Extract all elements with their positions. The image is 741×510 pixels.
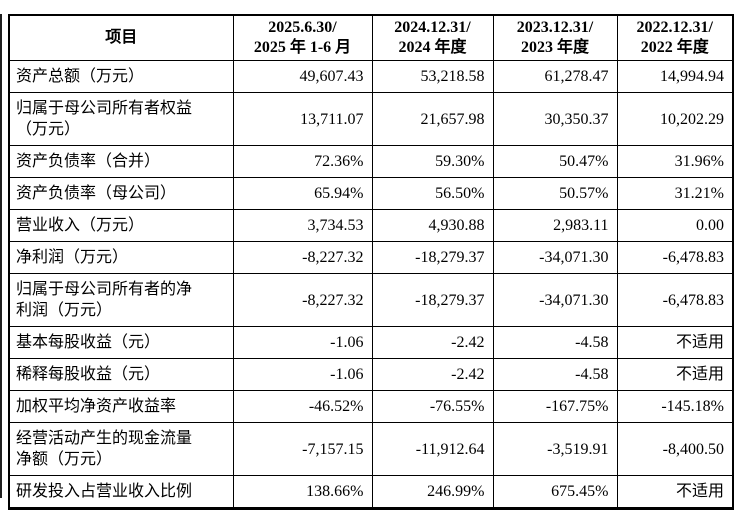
header-cell-2024: 2024.12.31/ 2024 年度	[371, 14, 494, 61]
cell-value: -4.58	[492, 358, 618, 391]
table-header-row: 项目 2025.6.30/ 2025 年 1-6 月 2024.12.31/ 2…	[8, 14, 734, 61]
cell-value: -145.18%	[616, 390, 734, 423]
cell-value: 56.50%	[371, 177, 494, 210]
cell-value: -3,519.91	[492, 422, 618, 476]
row-label: 加权平均净资产收益率	[8, 390, 234, 423]
cell-value: -34,071.30	[492, 241, 618, 274]
cell-value: -1.06	[232, 358, 373, 391]
row-label: 净利润（万元）	[8, 241, 234, 274]
cell-value: -8,227.32	[232, 273, 373, 327]
table-row-revenue: 营业收入（万元） 3,734.53 4,930.88 2,983.11 0.00	[8, 209, 734, 242]
table-row-rd-ratio: 研发投入占营业收入比例 138.66% 246.99% 675.45% 不适用	[8, 475, 734, 509]
cell-value: -46.52%	[232, 390, 373, 423]
cell-value: -8,227.32	[232, 241, 373, 274]
cell-value: 49,607.43	[232, 60, 373, 93]
row-label: 资产负债率（母公司）	[8, 177, 234, 210]
cell-value: 72.36%	[232, 145, 373, 178]
cell-value: 50.57%	[492, 177, 618, 210]
cell-value: 3,734.53	[232, 209, 373, 242]
cell-value: 61,278.47	[492, 60, 618, 93]
cell-value: 31.21%	[616, 177, 734, 210]
cell-value: 不适用	[616, 475, 734, 509]
cell-value: -7,157.15	[232, 422, 373, 476]
table-row-debt-ratio-consolidated: 资产负债率（合并） 72.36% 59.30% 50.47% 31.96%	[8, 145, 734, 178]
cell-value: 30,350.37	[492, 92, 618, 146]
financial-summary-table: 项目 2025.6.30/ 2025 年 1-6 月 2024.12.31/ 2…	[8, 14, 734, 510]
page-edge-line	[0, 14, 2, 498]
cell-value: -4.58	[492, 326, 618, 359]
table-row-diluted-eps: 稀释每股收益（元） -1.06 -2.42 -4.58 不适用	[8, 358, 734, 391]
cell-value: -34,071.30	[492, 273, 618, 327]
cell-value: -167.75%	[492, 390, 618, 423]
header-cell-2023: 2023.12.31/ 2023 年度	[492, 14, 618, 61]
table-row-operating-cash-flow: 经营活动产生的现金流量 净额（万元） -7,157.15 -11,912.64 …	[8, 422, 734, 476]
header-cell-2025: 2025.6.30/ 2025 年 1-6 月	[232, 14, 373, 61]
cell-value: 59.30%	[371, 145, 494, 178]
table-row-debt-ratio-parent: 资产负债率（母公司） 65.94% 56.50% 50.57% 31.21%	[8, 177, 734, 210]
cell-value: 53,218.58	[371, 60, 494, 93]
table-row-total-assets: 资产总额（万元） 49,607.43 53,218.58 61,278.47 1…	[8, 60, 734, 93]
cell-value: 不适用	[616, 358, 734, 391]
row-label: 资产负债率（合并）	[8, 145, 234, 178]
cell-value: 138.66%	[232, 475, 373, 509]
cell-value: 246.99%	[371, 475, 494, 509]
cell-value: 4,930.88	[371, 209, 494, 242]
cell-value: 不适用	[616, 326, 734, 359]
cell-value: -18,279.37	[371, 241, 494, 274]
cell-value: -76.55%	[371, 390, 494, 423]
cell-value: -2.42	[371, 326, 494, 359]
row-label: 经营活动产生的现金流量 净额（万元）	[8, 422, 234, 476]
row-label: 研发投入占营业收入比例	[8, 475, 234, 509]
row-label: 归属于母公司所有者权益 （万元）	[8, 92, 234, 146]
table-row-parent-net-profit: 归属于母公司所有者的净 利润（万元） -8,227.32 -18,279.37 …	[8, 273, 734, 327]
cell-value: 10,202.29	[616, 92, 734, 146]
header-cell-2022: 2022.12.31/ 2022 年度	[616, 14, 734, 61]
cell-value: 21,657.98	[371, 92, 494, 146]
cell-value: 13,711.07	[232, 92, 373, 146]
cell-value: 2,983.11	[492, 209, 618, 242]
table-row-net-profit: 净利润（万元） -8,227.32 -18,279.37 -34,071.30 …	[8, 241, 734, 274]
cell-value: 65.94%	[232, 177, 373, 210]
row-label: 基本每股收益（元）	[8, 326, 234, 359]
table-row-weighted-roe: 加权平均净资产收益率 -46.52% -76.55% -167.75% -145…	[8, 390, 734, 423]
row-label: 归属于母公司所有者的净 利润（万元）	[8, 273, 234, 327]
cell-value: -2.42	[371, 358, 494, 391]
cell-value: 675.45%	[492, 475, 618, 509]
cell-value: -8,400.50	[616, 422, 734, 476]
table-row-parent-equity: 归属于母公司所有者权益 （万元） 13,711.07 21,657.98 30,…	[8, 92, 734, 146]
row-label: 资产总额（万元）	[8, 60, 234, 93]
cell-value: -1.06	[232, 326, 373, 359]
cell-value: 31.96%	[616, 145, 734, 178]
cell-value: 14,994.94	[616, 60, 734, 93]
cell-value: -18,279.37	[371, 273, 494, 327]
row-label: 稀释每股收益（元）	[8, 358, 234, 391]
cell-value: -6,478.83	[616, 241, 734, 274]
cell-value: -6,478.83	[616, 273, 734, 327]
cell-value: -11,912.64	[371, 422, 494, 476]
table-row-basic-eps: 基本每股收益（元） -1.06 -2.42 -4.58 不适用	[8, 326, 734, 359]
cell-value: 0.00	[616, 209, 734, 242]
header-cell-item: 项目	[8, 14, 234, 61]
row-label: 营业收入（万元）	[8, 209, 234, 242]
cell-value: 50.47%	[492, 145, 618, 178]
